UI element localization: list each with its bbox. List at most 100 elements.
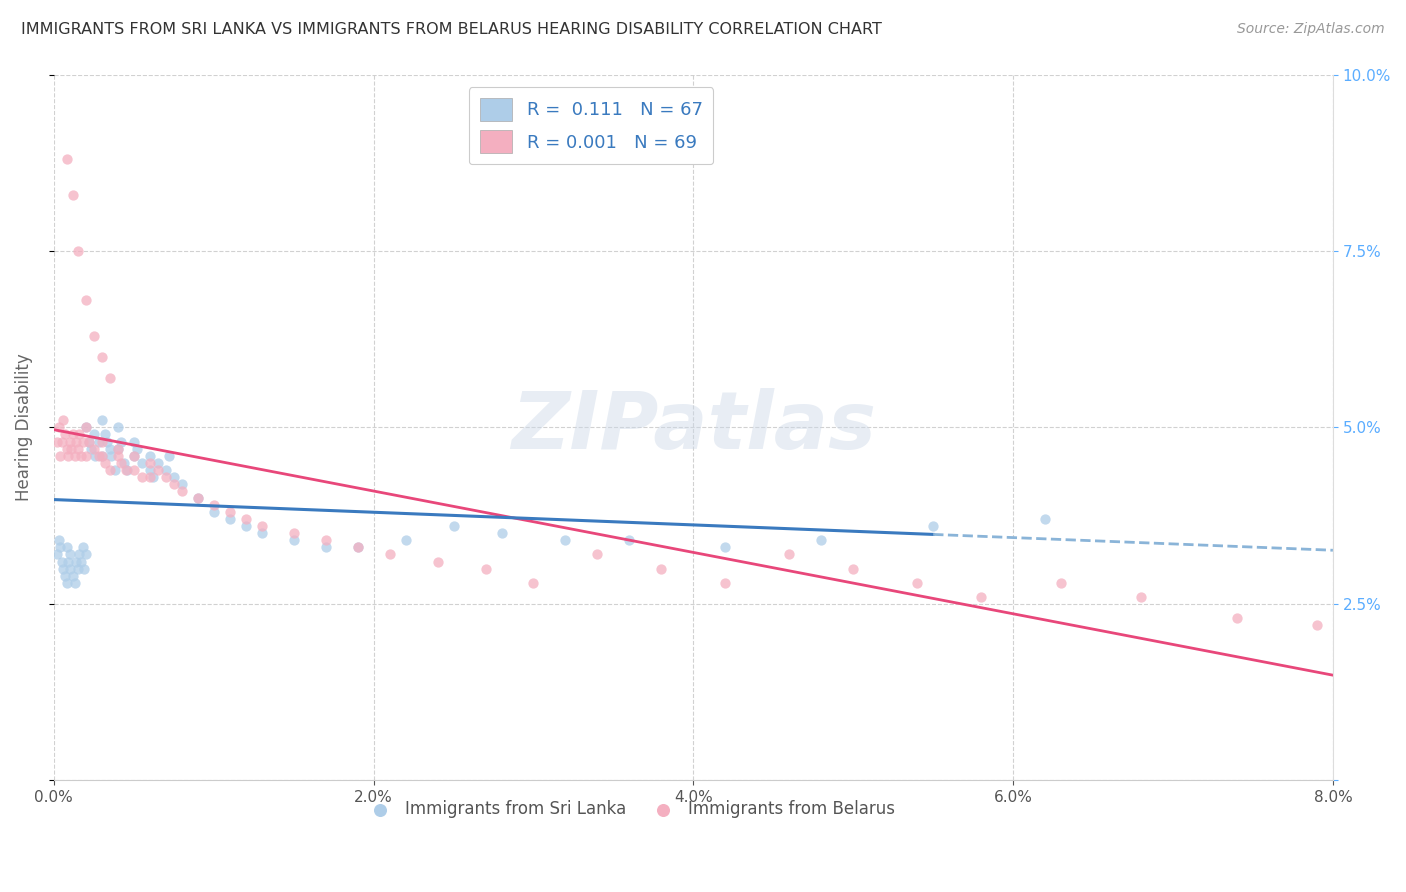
Point: [94, 456, 117, 470]
Point: [49, 541, 72, 555]
Point: [122, 463, 145, 477]
Point: [75, 420, 97, 434]
Point: [104, 463, 127, 477]
Point: [125, 442, 148, 456]
Point: [90, 434, 112, 449]
Point: [905, 575, 928, 590]
Point: [46, 434, 69, 449]
Point: [157, 449, 180, 463]
Point: [77, 434, 100, 449]
Point: [139, 470, 162, 484]
Point: [75, 420, 97, 434]
Point: [65, 554, 87, 568]
Point: [426, 554, 449, 568]
Point: [443, 519, 465, 533]
Point: [51, 434, 73, 449]
Point: [67, 427, 90, 442]
Point: [714, 575, 737, 590]
Legend: Immigrants from Sri Lanka, Immigrants from Belarus: Immigrants from Sri Lanka, Immigrants fr…: [357, 794, 901, 825]
Point: [283, 533, 305, 548]
Point: [202, 498, 225, 512]
Point: [714, 541, 737, 555]
Point: [75, 548, 97, 562]
Point: [98, 463, 121, 477]
Point: [48, 420, 70, 434]
Point: [63, 449, 86, 463]
Text: Source: ZipAtlas.com: Source: ZipAtlas.com: [1237, 22, 1385, 37]
Point: [117, 463, 139, 477]
Point: [87, 449, 110, 463]
Point: [49, 449, 72, 463]
Point: [94, 427, 117, 442]
Point: [55, 575, 77, 590]
Point: [58, 554, 80, 568]
Point: [75, 293, 97, 308]
Point: [46, 548, 69, 562]
Point: [60, 442, 83, 456]
Point: [131, 456, 153, 470]
Point: [83, 427, 105, 442]
Point: [315, 533, 337, 548]
Point: [75, 449, 97, 463]
Point: [218, 505, 240, 519]
Point: [107, 420, 129, 434]
Point: [394, 533, 416, 548]
Point: [55, 541, 77, 555]
Point: [70, 554, 93, 568]
Point: [84, 449, 107, 463]
Point: [72, 541, 94, 555]
Point: [474, 561, 496, 575]
Point: [218, 512, 240, 526]
Point: [491, 526, 513, 541]
Point: [90, 449, 112, 463]
Point: [122, 434, 145, 449]
Point: [1226, 611, 1249, 625]
Point: [1130, 590, 1153, 604]
Point: [100, 449, 122, 463]
Text: IMMIGRANTS FROM SRI LANKA VS IMMIGRANTS FROM BELARUS HEARING DISABILITY CORRELAT: IMMIGRANTS FROM SRI LANKA VS IMMIGRANTS …: [21, 22, 882, 37]
Point: [59, 548, 82, 562]
Point: [131, 470, 153, 484]
Point: [83, 442, 105, 456]
Point: [53, 568, 76, 582]
Point: [83, 328, 105, 343]
Point: [96, 434, 118, 449]
Point: [346, 541, 368, 555]
Point: [146, 456, 169, 470]
Point: [90, 449, 112, 463]
Point: [98, 442, 121, 456]
Point: [163, 476, 186, 491]
Point: [63, 575, 86, 590]
Point: [110, 456, 132, 470]
Point: [53, 427, 76, 442]
Point: [250, 526, 273, 541]
Point: [48, 533, 70, 548]
Point: [52, 561, 75, 575]
Point: [170, 476, 193, 491]
Point: [810, 533, 832, 548]
Point: [1050, 575, 1073, 590]
Point: [187, 491, 209, 505]
Point: [62, 427, 84, 442]
Point: [155, 470, 177, 484]
Point: [79, 442, 101, 456]
Point: [142, 470, 165, 484]
Point: [67, 548, 90, 562]
Point: [235, 519, 257, 533]
Point: [107, 449, 129, 463]
Point: [70, 449, 93, 463]
Point: [59, 434, 82, 449]
Point: [52, 413, 75, 427]
Point: [90, 350, 112, 364]
Point: [62, 568, 84, 582]
Point: [170, 483, 193, 498]
Point: [122, 449, 145, 463]
Point: [650, 561, 672, 575]
Point: [1033, 512, 1056, 526]
Point: [922, 519, 945, 533]
Point: [66, 561, 89, 575]
Point: [66, 244, 89, 258]
Point: [110, 434, 132, 449]
Point: [586, 548, 609, 562]
Point: [1306, 618, 1329, 632]
